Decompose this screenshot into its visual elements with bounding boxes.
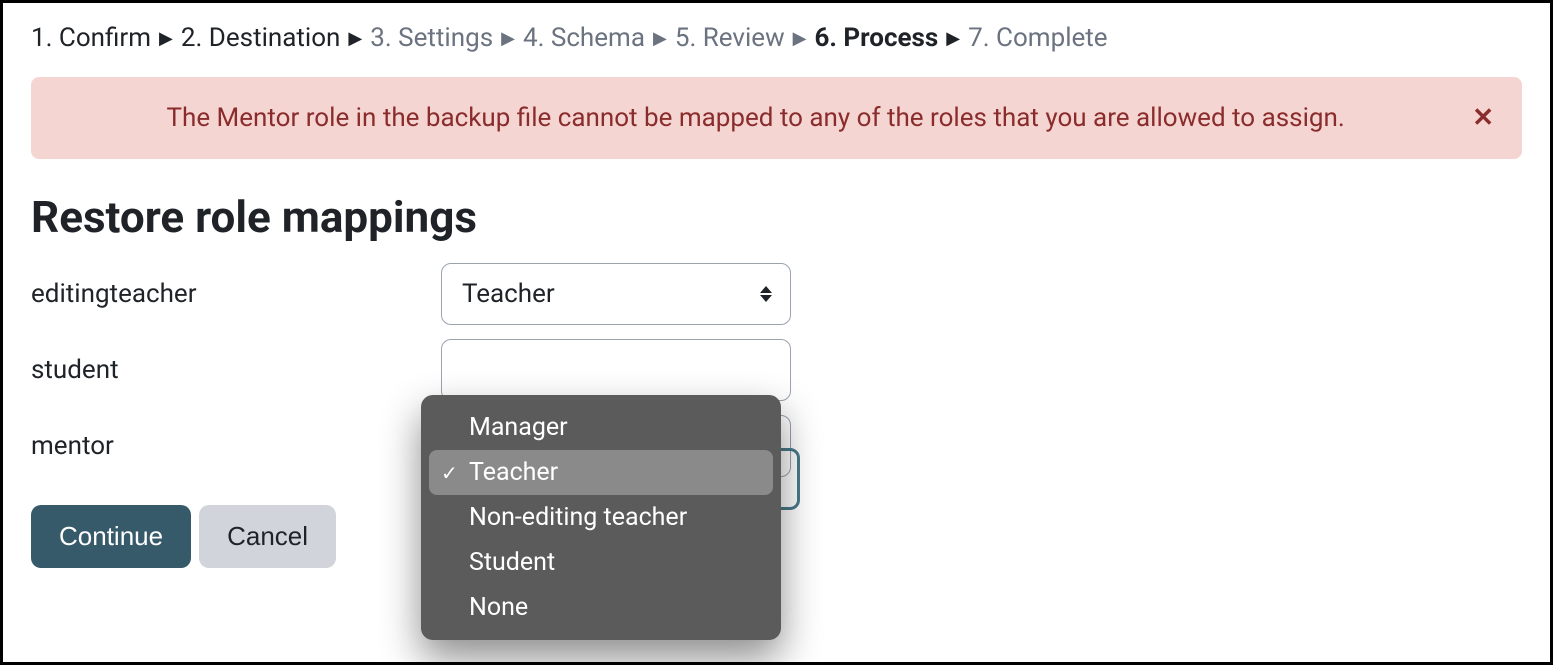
role-dropdown-menu: Manager ✓ Teacher Non-editing teacher St…: [421, 395, 781, 640]
check-icon: ✓: [441, 461, 458, 485]
breadcrumb-step-destination[interactable]: 2. Destination: [181, 23, 341, 53]
role-mapping-row: student: [31, 339, 1522, 401]
breadcrumb-step-schema[interactable]: 4. Schema: [523, 23, 645, 53]
alert-message: The Mentor role in the backup file canno…: [59, 103, 1452, 133]
select-value: Teacher: [462, 279, 555, 309]
cancel-button[interactable]: Cancel: [199, 505, 336, 568]
chevron-right-icon: ▶: [501, 28, 515, 49]
close-icon[interactable]: ✕: [1472, 105, 1494, 131]
warning-alert: The Mentor role in the backup file canno…: [31, 77, 1522, 159]
dropdown-option-teacher[interactable]: ✓ Teacher: [429, 450, 773, 495]
role-label-student: student: [31, 355, 441, 385]
role-mapping-row: editingteacher Teacher: [31, 263, 1522, 325]
chevron-right-icon: ▶: [653, 28, 667, 49]
breadcrumb-step-settings[interactable]: 3. Settings: [370, 23, 493, 53]
breadcrumb-step-process[interactable]: 6. Process: [814, 23, 938, 53]
dropdown-option-nonediting[interactable]: Non-editing teacher: [429, 495, 773, 540]
role-select-student[interactable]: [441, 339, 791, 401]
role-label-mentor: mentor: [31, 431, 441, 461]
chevron-right-icon: ▶: [348, 28, 362, 49]
select-caret-icon: [760, 286, 772, 302]
chevron-right-icon: ▶: [159, 28, 173, 49]
role-select-editingteacher[interactable]: Teacher: [441, 263, 791, 325]
page-container: 1. Confirm ▶ 2. Destination ▶ 3. Setting…: [0, 0, 1553, 665]
dropdown-option-manager[interactable]: Manager: [429, 405, 773, 450]
breadcrumb-step-review[interactable]: 5. Review: [675, 23, 785, 53]
chevron-right-icon: ▶: [793, 28, 807, 49]
breadcrumb-step-complete[interactable]: 7. Complete: [968, 23, 1107, 53]
wizard-breadcrumb: 1. Confirm ▶ 2. Destination ▶ 3. Setting…: [31, 23, 1522, 53]
page-title: Restore role mappings: [31, 191, 1522, 243]
chevron-right-icon: ▶: [946, 28, 960, 49]
continue-button[interactable]: Continue: [31, 505, 191, 568]
role-label-editingteacher: editingteacher: [31, 279, 441, 309]
breadcrumb-step-confirm[interactable]: 1. Confirm: [31, 23, 151, 53]
dropdown-option-student[interactable]: Student: [429, 540, 773, 585]
dropdown-option-none[interactable]: None: [429, 585, 773, 630]
